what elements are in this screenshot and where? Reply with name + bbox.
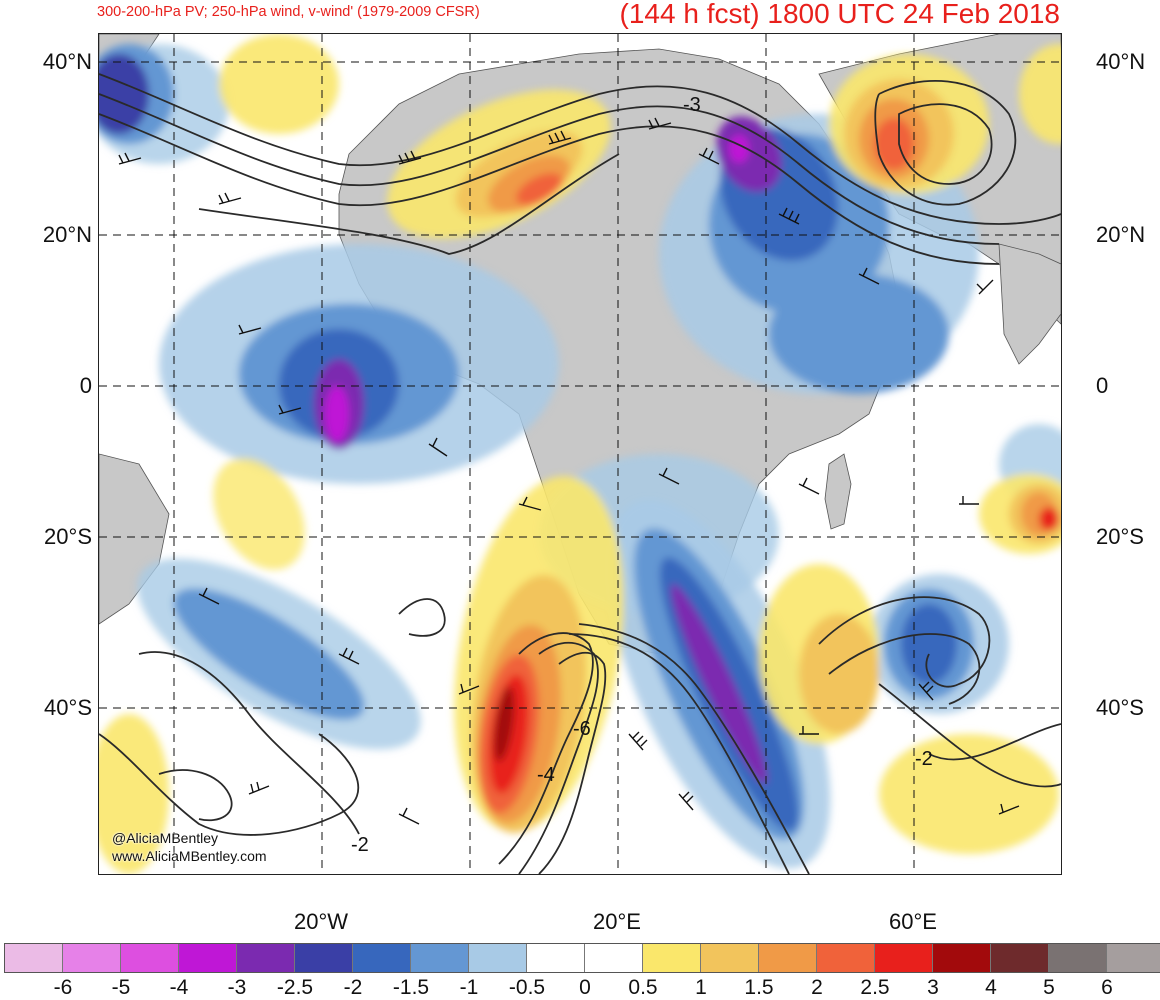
colorbar-swatch (1049, 944, 1107, 972)
lat-label-eq-right: 0 (1096, 373, 1109, 398)
colorbar-swatch (701, 944, 759, 972)
colorbar-swatch (237, 944, 295, 972)
colorbar-swatch (469, 944, 527, 972)
contour-label: -4 (537, 764, 555, 786)
colorbar-tick-label: 3 (927, 976, 939, 999)
colorbar-tick-label: -2 (343, 976, 363, 999)
contour-labels: -3 -6 -4 -2 -2 (351, 94, 933, 856)
colorbar-tick-label: 4 (985, 976, 997, 999)
wind-barbs (118, 117, 1020, 825)
lat-label-40n-left: 40°N (42, 49, 92, 74)
colorbar-tick-label: -0.5 (508, 976, 546, 999)
credit-handle: @AliciaMBentley (112, 830, 219, 846)
colorbar-tick-label: 5 (1043, 976, 1055, 999)
colorbar-swatch (353, 944, 411, 972)
map-panel[interactable]: -3 -6 -4 -2 -2 (98, 33, 1062, 875)
colorbar-swatch (121, 944, 179, 972)
colorbar-swatch (759, 944, 817, 972)
colorbar-swatch (643, 944, 701, 972)
lat-label-eq-left: 0 (79, 373, 92, 398)
colorbar-swatch (933, 944, 991, 972)
colorbar-tick-label: 1 (695, 976, 707, 999)
colorbar-swatch (585, 944, 643, 972)
lon-label-20e: 20°E (593, 909, 641, 934)
colorbar-tick-label: -2.5 (276, 976, 314, 999)
lat-label-20s-right: 20°S (1096, 524, 1144, 549)
colorbar-swatch (5, 944, 63, 972)
contour-label: -2 (915, 748, 933, 770)
colorbar-tick-label: -3 (227, 976, 247, 999)
map-title-left: 300-200-hPa PV; 250-hPa wind, v-wind' (1… (97, 4, 480, 20)
colorbar-swatch (411, 944, 469, 972)
colorbar-swatch (527, 944, 585, 972)
colorbar-tick-label: 0.5 (628, 976, 658, 999)
lat-label-40n-right: 40°N (1096, 49, 1146, 74)
colorbar (4, 943, 1160, 973)
colorbar-tick-label: -1 (459, 976, 479, 999)
colorbar-swatch (875, 944, 933, 972)
map-canvas: -3 -6 -4 -2 -2 (99, 34, 1061, 874)
colorbar-tick-label: 6 (1101, 976, 1113, 999)
colorbar-tick-label: 2 (811, 976, 823, 999)
colorbar-swatch (817, 944, 875, 972)
pv-shading (99, 34, 1061, 874)
lat-label-40s-right: 40°S (1096, 695, 1144, 720)
graticule (99, 34, 1061, 874)
colorbar-swatch (63, 944, 121, 972)
lat-label-40s-left: 40°S (44, 695, 92, 720)
lat-label-20n-right: 20°N (1096, 222, 1146, 247)
colorbar-tick-label: -4 (169, 976, 189, 999)
colorbar-swatch (179, 944, 237, 972)
contour-label: -6 (573, 718, 591, 740)
wind-contours (99, 73, 1061, 874)
colorbar-swatch (991, 944, 1049, 972)
colorbar-swatch (295, 944, 353, 972)
colorbar-tick-label: -5 (111, 976, 131, 999)
colorbar-tick-label: -1.5 (392, 976, 430, 999)
lat-label-20n-left: 20°N (42, 222, 92, 247)
credit-website: www.AliciaMBentley.com (112, 848, 267, 864)
colorbar-tick-label: -6 (53, 976, 73, 999)
contour-label: -2 (351, 834, 369, 856)
colorbar-tick-label: 2.5 (860, 976, 890, 999)
lat-label-20s-left: 20°S (44, 524, 92, 549)
colorbar-swatch (1107, 944, 1160, 972)
colorbar-tick-label: 0 (579, 976, 591, 999)
map-title-right: (144 h fcst) 1800 UTC 24 Feb 2018 (619, 0, 1060, 29)
contour-label: -3 (683, 94, 701, 116)
lon-label-20w: 20°W (293, 909, 349, 934)
lon-label-60e: 60°E (889, 909, 937, 934)
colorbar-tick-label: 1.5 (744, 976, 774, 999)
